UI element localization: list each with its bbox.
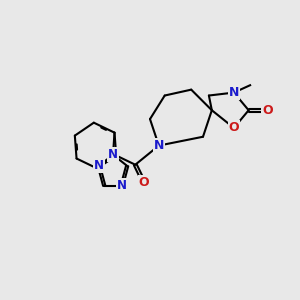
Text: O: O — [229, 122, 239, 134]
Text: N: N — [94, 159, 104, 172]
Text: O: O — [262, 104, 273, 117]
Text: N: N — [154, 139, 164, 152]
Text: O: O — [139, 176, 149, 190]
Text: N: N — [108, 148, 118, 161]
Text: N: N — [229, 86, 239, 99]
Text: N: N — [117, 179, 127, 192]
